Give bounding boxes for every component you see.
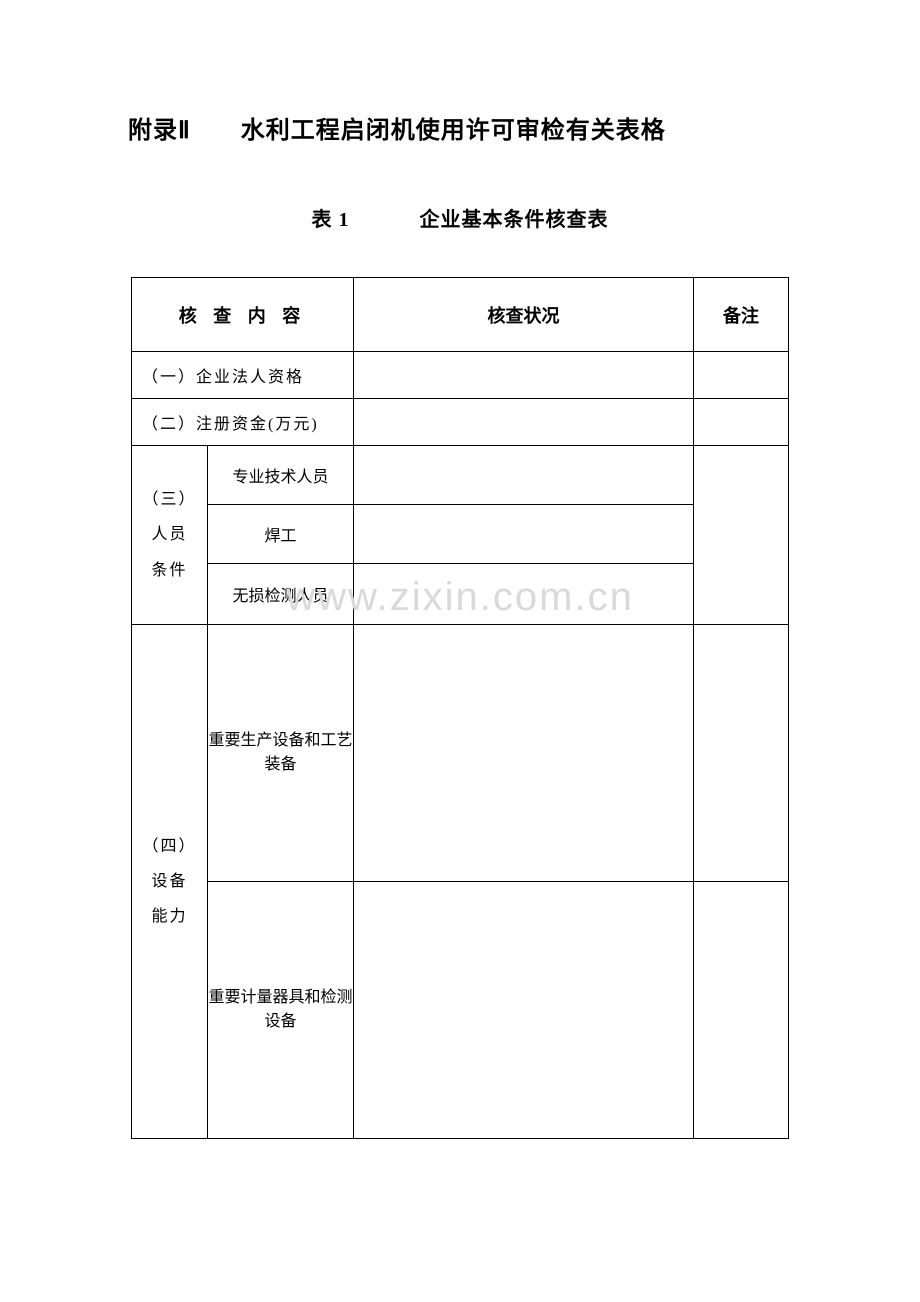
row-personnel-welder: 焊工: [208, 505, 354, 564]
row-personnel-tech: 专业技术人员: [208, 446, 354, 505]
row-equipment-measure: 重要计量器具和检测设备: [208, 882, 354, 1139]
row-personnel-remark: [694, 446, 789, 625]
row-personnel-group: （三）人员条件: [132, 446, 208, 625]
table-name-label: 企业基本条件核查表: [420, 209, 609, 231]
row-equipment-measure-remark: [694, 882, 789, 1139]
row-equipment-prod-remark: [694, 625, 789, 882]
inspection-table: 核 查 内 容 核查状况 备注 （一）企业法人资格 （二）注册资金(万元) （三…: [131, 277, 789, 1139]
table-row: （一）企业法人资格: [132, 352, 789, 399]
group-3-label: （三）人员条件: [142, 491, 196, 578]
header-content: 核 查 内 容: [132, 278, 354, 352]
header-remark: 备注: [694, 278, 789, 352]
table-row: （四）设备能力 重要生产设备和工艺装备: [132, 625, 789, 882]
row-legal-label: （一）企业法人资格: [132, 352, 354, 399]
table-title: 表 1 企业基本条件核查表: [128, 203, 792, 232]
row-capital-status: [354, 399, 694, 446]
header-status: 核查状况: [354, 278, 694, 352]
row-legal-status: [354, 352, 694, 399]
row-capital-remark: [694, 399, 789, 446]
table-row: 重要计量器具和检测设备: [132, 882, 789, 1139]
row-legal-remark: [694, 352, 789, 399]
row-equipment-measure-status: [354, 882, 694, 1139]
row-equipment-prod: 重要生产设备和工艺装备: [208, 625, 354, 882]
table-num-label: 表 1: [312, 209, 350, 231]
table-row: （三）人员条件 专业技术人员: [132, 446, 789, 505]
table-row: 无损检测人员: [132, 564, 789, 625]
row-personnel-ndt-status: [354, 564, 694, 625]
page-title: 附录Ⅱ 水利工程启闭机使用许可审检有关表格: [128, 110, 792, 145]
row-personnel-ndt: 无损检测人员: [208, 564, 354, 625]
group-4-label: （四）设备能力: [142, 838, 196, 925]
table-row: 焊工: [132, 505, 789, 564]
table-row: （二）注册资金(万元): [132, 399, 789, 446]
row-equipment-group: （四）设备能力: [132, 625, 208, 1139]
row-personnel-tech-status: [354, 446, 694, 505]
row-personnel-welder-status: [354, 505, 694, 564]
table-header-row: 核 查 内 容 核查状况 备注: [132, 278, 789, 352]
row-capital-label: （二）注册资金(万元): [132, 399, 354, 446]
row-equipment-prod-status: [354, 625, 694, 882]
